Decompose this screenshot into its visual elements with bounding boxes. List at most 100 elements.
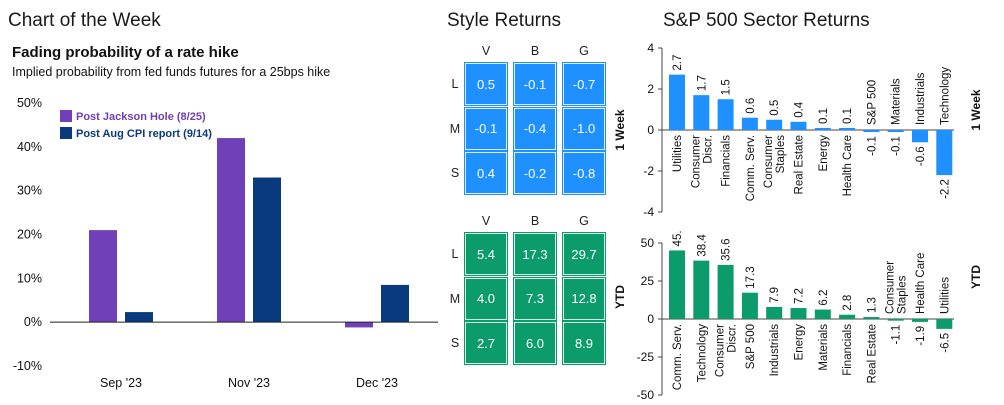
bar [839,127,856,130]
bar [669,250,685,319]
style-ytd-row-label: M [449,292,461,306]
category-label: Technology [696,324,708,382]
y-tick-label: -4 [643,205,654,219]
y-tick-label: 20% [17,228,42,242]
category-label: Comm. Serv. [745,135,757,201]
legend-swatch [60,110,72,122]
bar [912,130,928,143]
style-return-cell: 4.0 [464,276,508,321]
style-return-cell: -1.0 [562,106,606,151]
style-return-cell: -0.1 [513,62,557,106]
data-label: -0.6 [915,146,927,166]
bar [863,130,880,133]
style-ytd-col-header: G [579,214,589,228]
x-tick-label: Dec '23 [356,376,398,390]
category-label: Energy [794,324,806,361]
bar [217,138,245,323]
page-title: Chart of the Week [8,10,161,31]
sector-returns-title: S&P 500 Sector Returns [663,10,870,31]
bar [345,322,373,328]
bar [863,317,880,319]
style-ytd-row-label: S [450,336,460,350]
bar [766,306,783,319]
data-label: 38.4 [696,234,708,257]
category-label: Health Care [915,253,927,314]
bar [839,314,856,319]
bar [253,177,281,323]
legend-swatch [60,127,72,139]
category-label: Health Care [842,135,854,196]
style-week-col-header: B [530,44,540,58]
category-label: Comm. Serv. [672,324,684,390]
data-label: 0.1 [842,108,854,124]
data-label: -1.9 [915,326,927,346]
bar [741,117,758,130]
y-tick-label: 0 [647,123,654,137]
data-label: 0.5 [769,100,781,116]
bar [717,99,734,130]
data-label: 0.1 [818,108,830,124]
category-label: Discr. [702,135,714,164]
style-return-cell: -0.1 [464,106,508,151]
category-label: Utilities [939,277,951,314]
rate-hike-chart: -10% 0% 10% 20% 30% 40% 50% Sep '23 Nov '23 Dec '… [13,96,438,390]
style-return-cell: -0.8 [562,151,606,195]
style-return-cell: 7.3 [513,276,557,321]
data-label: -0.1 [866,136,878,156]
category-label: Energy [818,135,830,172]
data-label: 1.7 [696,75,708,91]
y-tick-label: -25 [637,350,655,364]
category-label: Materials [818,324,830,371]
y-tick-label: 25 [641,274,655,288]
bar [887,130,904,133]
data-label: 0.6 [745,98,757,114]
bar [790,121,807,130]
bar [125,312,153,323]
bar [887,319,904,321]
bar [381,284,409,323]
bar [912,319,928,322]
category-label: Real Estate [794,135,806,194]
category-label: Discr. [727,324,739,353]
category-label: Staples [897,275,909,314]
category-label: Utilities [672,135,684,172]
data-label: 7.9 [769,287,781,303]
data-label: 2.8 [842,295,854,311]
y-tick-label: -2 [643,164,654,178]
style-return-cell: 17.3 [513,232,557,276]
y-tick-label: 4 [647,41,654,55]
category-label: S&P 500 [866,80,878,125]
style-week-row-label: L [451,77,459,91]
style-return-cell: -0.2 [513,151,557,195]
category-label: Real Estate [866,324,878,383]
category-label: S&P 500 [745,324,757,369]
style-return-cell: 5.4 [464,232,508,276]
bar [717,264,734,319]
style-week-row-label: M [449,122,461,136]
style-ytd-col-header: B [530,214,540,228]
style-ytd-row-label: L [451,247,459,261]
category-label: Industrials [769,324,781,377]
data-label: -1.1 [891,325,903,345]
y-tick-label: 30% [17,184,42,198]
bar [814,309,831,319]
y-tick-label: 50 [641,236,655,250]
data-label: -0.1 [891,136,903,156]
bar [936,130,953,176]
style-return-cell: 6.0 [513,321,557,365]
category-label: Consumer [763,135,775,188]
style-week-col-header: G [579,44,589,58]
style-return-cell: 0.5 [464,62,508,106]
bar [693,95,710,130]
y-tick-label: 10% [17,271,42,285]
style-returns-title: Style Returns [447,10,562,31]
ytd-label-right: YTD [969,265,983,289]
y-tick-label: 2 [647,82,654,96]
legend-label: Post Jackson Hole (8/25) [76,111,206,123]
sector-ytd-chart: -50 -25 0 25 50 45.1 Comm. Serv. 38.4 Technology… [637,230,954,402]
data-label: 0.4 [794,101,806,118]
data-label: -2.2 [939,179,951,199]
category-label: Consumer [885,261,897,314]
category-label: Materials [891,78,903,125]
